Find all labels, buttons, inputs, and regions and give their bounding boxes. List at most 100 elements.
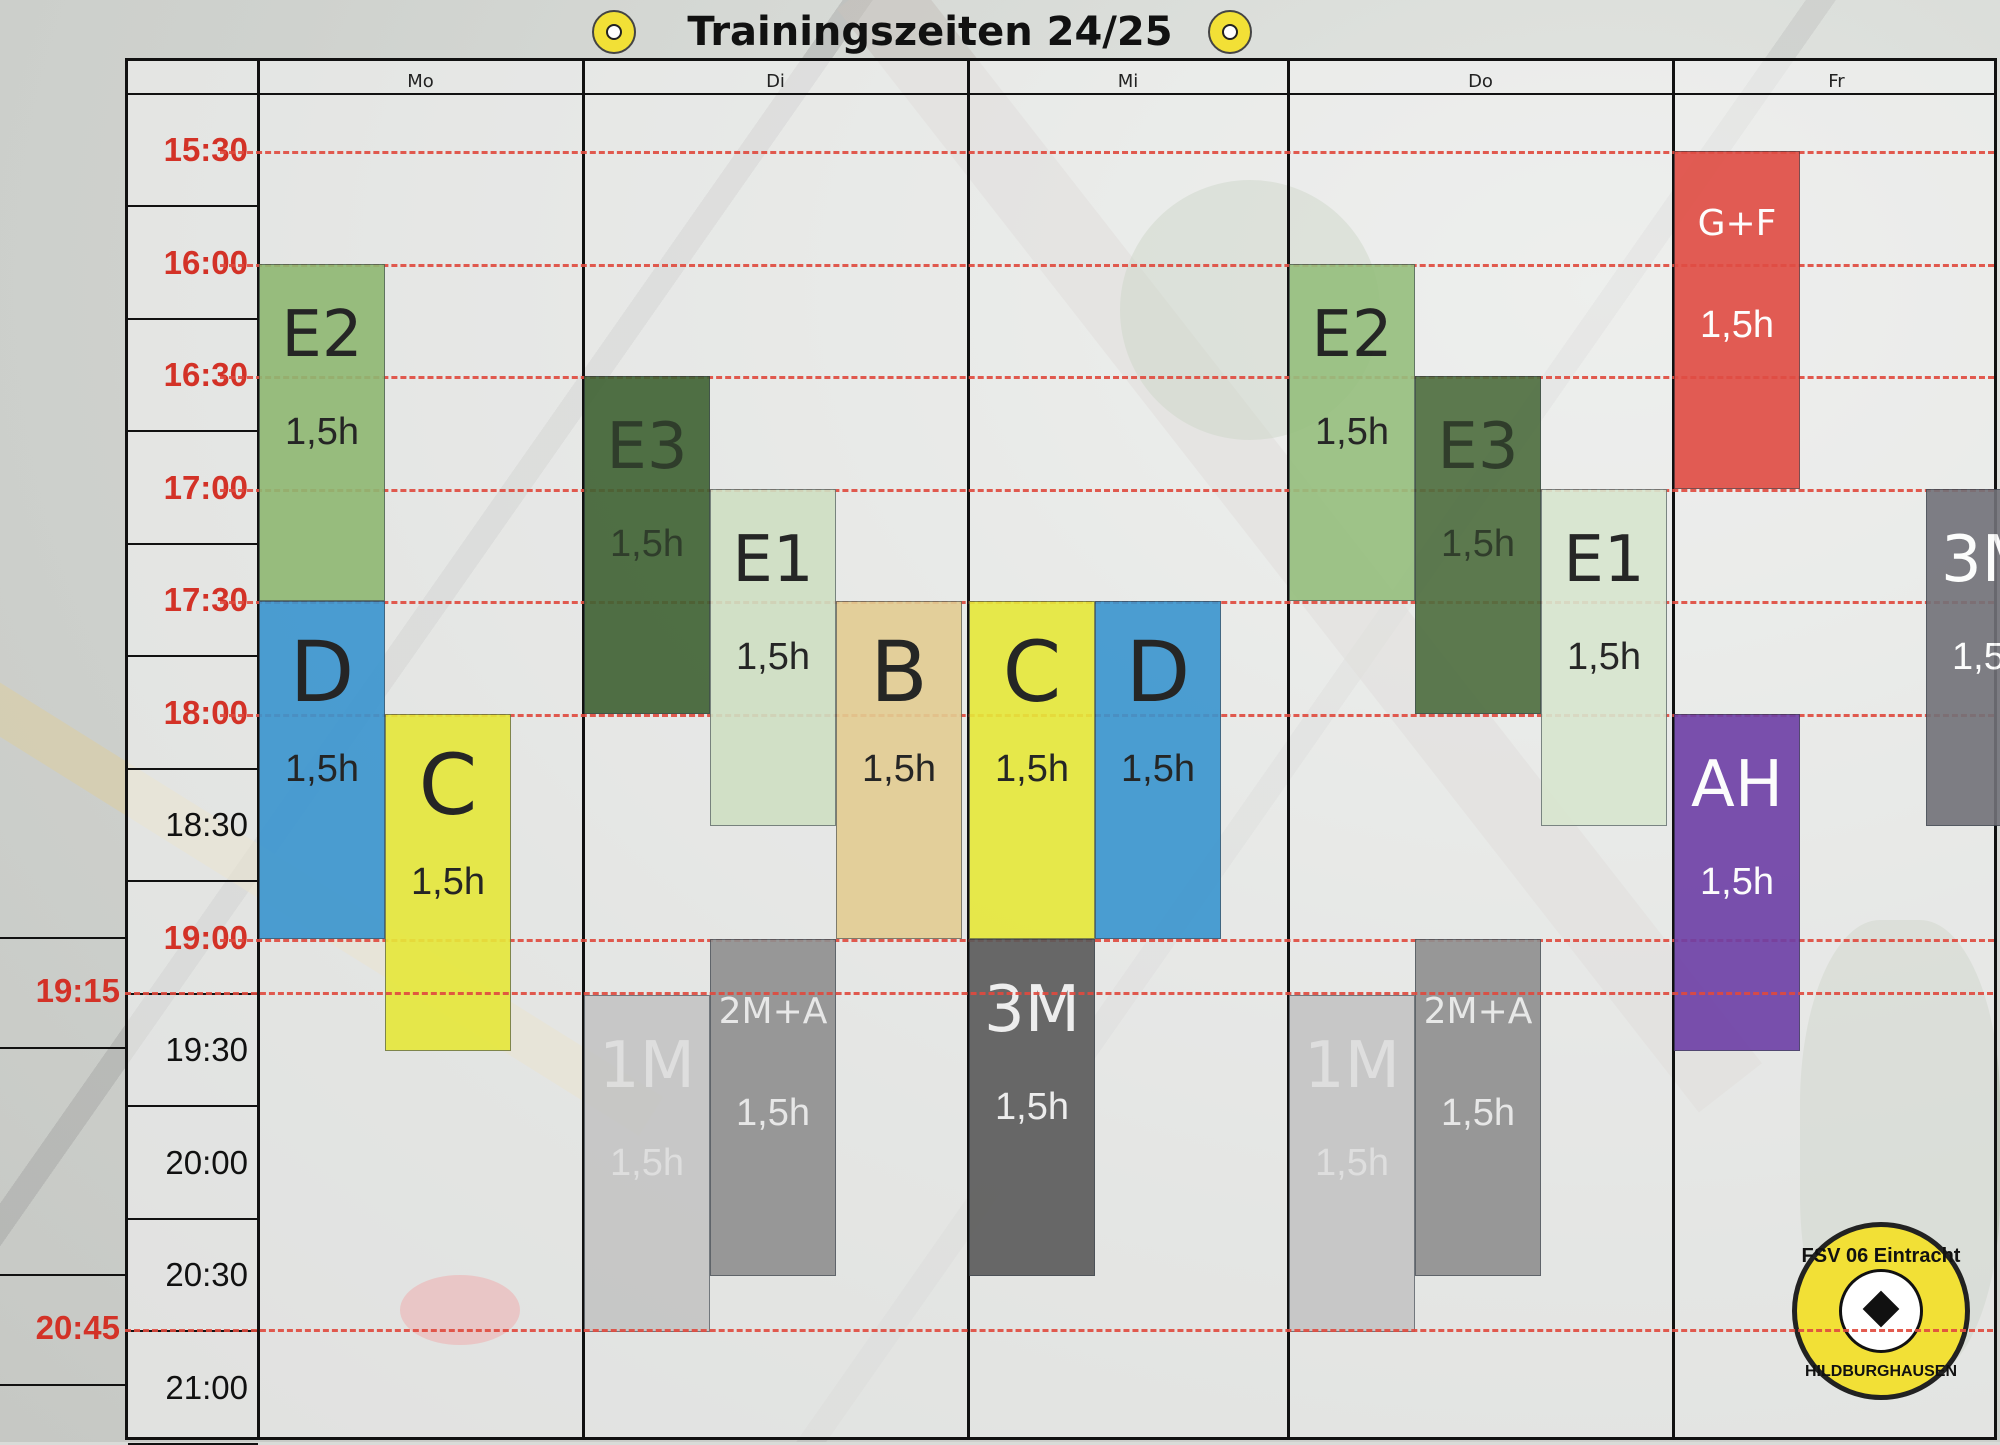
side-time-divider xyxy=(0,936,125,939)
block-duration: 1,5h xyxy=(1121,748,1195,790)
time-label: 17:30 xyxy=(163,581,248,618)
block-duration: 1,5h xyxy=(1567,635,1641,678)
time-row-divider xyxy=(128,430,258,432)
block-duration: 1,5h xyxy=(1315,1141,1389,1184)
block-duration: 1,5h xyxy=(1441,1091,1515,1134)
block-name: 3M xyxy=(984,972,1080,1047)
block-duration: 1,5h xyxy=(1952,635,2000,678)
time-label: 21:00 xyxy=(165,1368,248,1406)
time-row-divider xyxy=(128,1217,258,1220)
block-di-1m[interactable]: 1M 1,5h xyxy=(584,994,710,1333)
header-divider xyxy=(128,93,1994,95)
football-icon xyxy=(1839,1269,1923,1353)
block-duration: 1,5h xyxy=(285,410,359,453)
side-time-divider xyxy=(0,1046,125,1049)
block-duration: 1,5h xyxy=(1700,860,1774,903)
column-divider xyxy=(582,61,585,1437)
block-duration: 1,5h xyxy=(862,748,936,790)
time-guide-line xyxy=(220,938,1994,942)
block-mo-e2[interactable]: E2 1,5h xyxy=(259,263,385,601)
time-label: 16:00 xyxy=(163,243,248,281)
side-time-label: 20:45 xyxy=(35,1309,120,1347)
time-guide-line xyxy=(125,1329,1993,1333)
block-do-e1[interactable]: E1 1,5h xyxy=(1541,488,1667,826)
time-guide-line xyxy=(125,991,1993,995)
block-name: 1M xyxy=(1304,1028,1400,1103)
time-row-divider xyxy=(128,880,258,882)
time-label: 18:00 xyxy=(163,693,248,731)
side-time-divider xyxy=(0,1274,125,1277)
logo-top-text: FSV 06 Eintracht xyxy=(1801,1245,1961,1267)
block-duration: 1,5h xyxy=(1441,523,1515,565)
day-header-do: Do xyxy=(1468,71,1493,92)
block-do-1m[interactable]: 1M 1,5h xyxy=(1289,994,1415,1333)
time-label: 16:30 xyxy=(163,356,248,393)
time-row-divider xyxy=(128,655,258,657)
block-name: E2 xyxy=(281,297,363,372)
block-name: C xyxy=(1002,623,1062,721)
block-duration: 1,5h xyxy=(736,1091,810,1134)
block-name: E3 xyxy=(606,410,688,484)
club-logo: FSV 06 Eintracht HILDBURGHAUSEN xyxy=(1792,1222,1970,1400)
column-divider xyxy=(257,61,260,1437)
block-duration: 1,5h xyxy=(1700,304,1774,346)
block-fr-ah[interactable]: AH 1,5h xyxy=(1674,713,1800,1051)
time-row-divider xyxy=(128,205,258,207)
day-header-mo: Mo xyxy=(407,71,434,92)
block-name: G+F xyxy=(1697,203,1777,244)
block-di-b[interactable]: B 1,5h xyxy=(836,601,962,939)
block-duration: 1,5h xyxy=(1315,410,1389,453)
block-do-e3[interactable]: E3 1,5h xyxy=(1415,376,1541,714)
time-label: 18:30 xyxy=(165,806,248,843)
block-di-e3[interactable]: E3 1,5h xyxy=(584,376,710,714)
block-name: E2 xyxy=(1311,297,1393,372)
block-name: AH xyxy=(1691,747,1783,822)
block-fr-gf[interactable]: G+F 1,5h xyxy=(1674,151,1800,489)
block-duration: 1,5h xyxy=(285,748,359,790)
club-logo-small-left xyxy=(592,10,636,54)
day-header-mi: Mi xyxy=(1117,71,1139,92)
block-mi-d[interactable]: D 1,5h xyxy=(1095,601,1221,939)
block-duration: 1,5h xyxy=(610,523,684,565)
time-row-divider xyxy=(128,317,258,320)
block-fr-3m[interactable]: 3M 1,5h xyxy=(1926,488,2000,826)
block-name: C xyxy=(418,735,478,834)
block-duration: 1,5h xyxy=(995,748,1069,790)
block-mi-3m[interactable]: 3M 1,5h xyxy=(969,938,1095,1276)
column-divider xyxy=(967,61,970,1437)
page-title: Trainingszeiten 24/25 xyxy=(687,9,1173,55)
block-mi-c[interactable]: C 1,5h xyxy=(969,601,1095,939)
time-label: 20:00 xyxy=(165,1143,248,1181)
block-duration: 1,5h xyxy=(610,1141,684,1184)
block-mo-c[interactable]: C 1,5h xyxy=(385,713,511,1051)
block-di-e1[interactable]: E1 1,5h xyxy=(710,488,836,826)
column-divider xyxy=(1672,61,1675,1437)
time-guide-line xyxy=(220,151,1994,154)
block-duration: 1,5h xyxy=(736,635,810,678)
block-name: B xyxy=(870,623,928,721)
logo-bottom-text: HILDBURGHAUSEN xyxy=(1805,1363,1957,1380)
side-time-divider xyxy=(0,1384,125,1387)
time-label: 17:00 xyxy=(163,468,248,506)
time-label: 20:30 xyxy=(165,1256,248,1293)
block-name: E1 xyxy=(1563,522,1645,597)
time-guide-line xyxy=(220,263,1994,267)
block-di-2ma[interactable]: 2M+A 1,5h xyxy=(710,938,836,1276)
block-name: 2M+A xyxy=(1423,990,1533,1032)
day-header-fr: Fr xyxy=(1828,71,1845,92)
block-name: E3 xyxy=(1437,410,1519,484)
time-row-divider xyxy=(128,767,258,770)
time-label: 15:30 xyxy=(163,131,248,168)
club-logo-small-right xyxy=(1208,10,1252,54)
time-row-divider xyxy=(128,542,258,545)
block-name: E1 xyxy=(732,522,814,597)
block-duration: 1,5h xyxy=(995,1085,1069,1128)
column-divider xyxy=(1287,61,1290,1437)
block-name: 1M xyxy=(599,1028,695,1103)
block-mo-d[interactable]: D 1,5h xyxy=(259,601,385,939)
block-do-2ma[interactable]: 2M+A 1,5h xyxy=(1415,938,1541,1276)
time-row-divider xyxy=(128,1105,258,1107)
schedule-grid: Mo Di Mi Do Fr 15:30 16:00 16:30 17:00 17:30 18:00… xyxy=(125,58,2000,1445)
block-do-e2[interactable]: E2 1,5h xyxy=(1289,263,1415,601)
time-guide-line xyxy=(220,488,1994,492)
